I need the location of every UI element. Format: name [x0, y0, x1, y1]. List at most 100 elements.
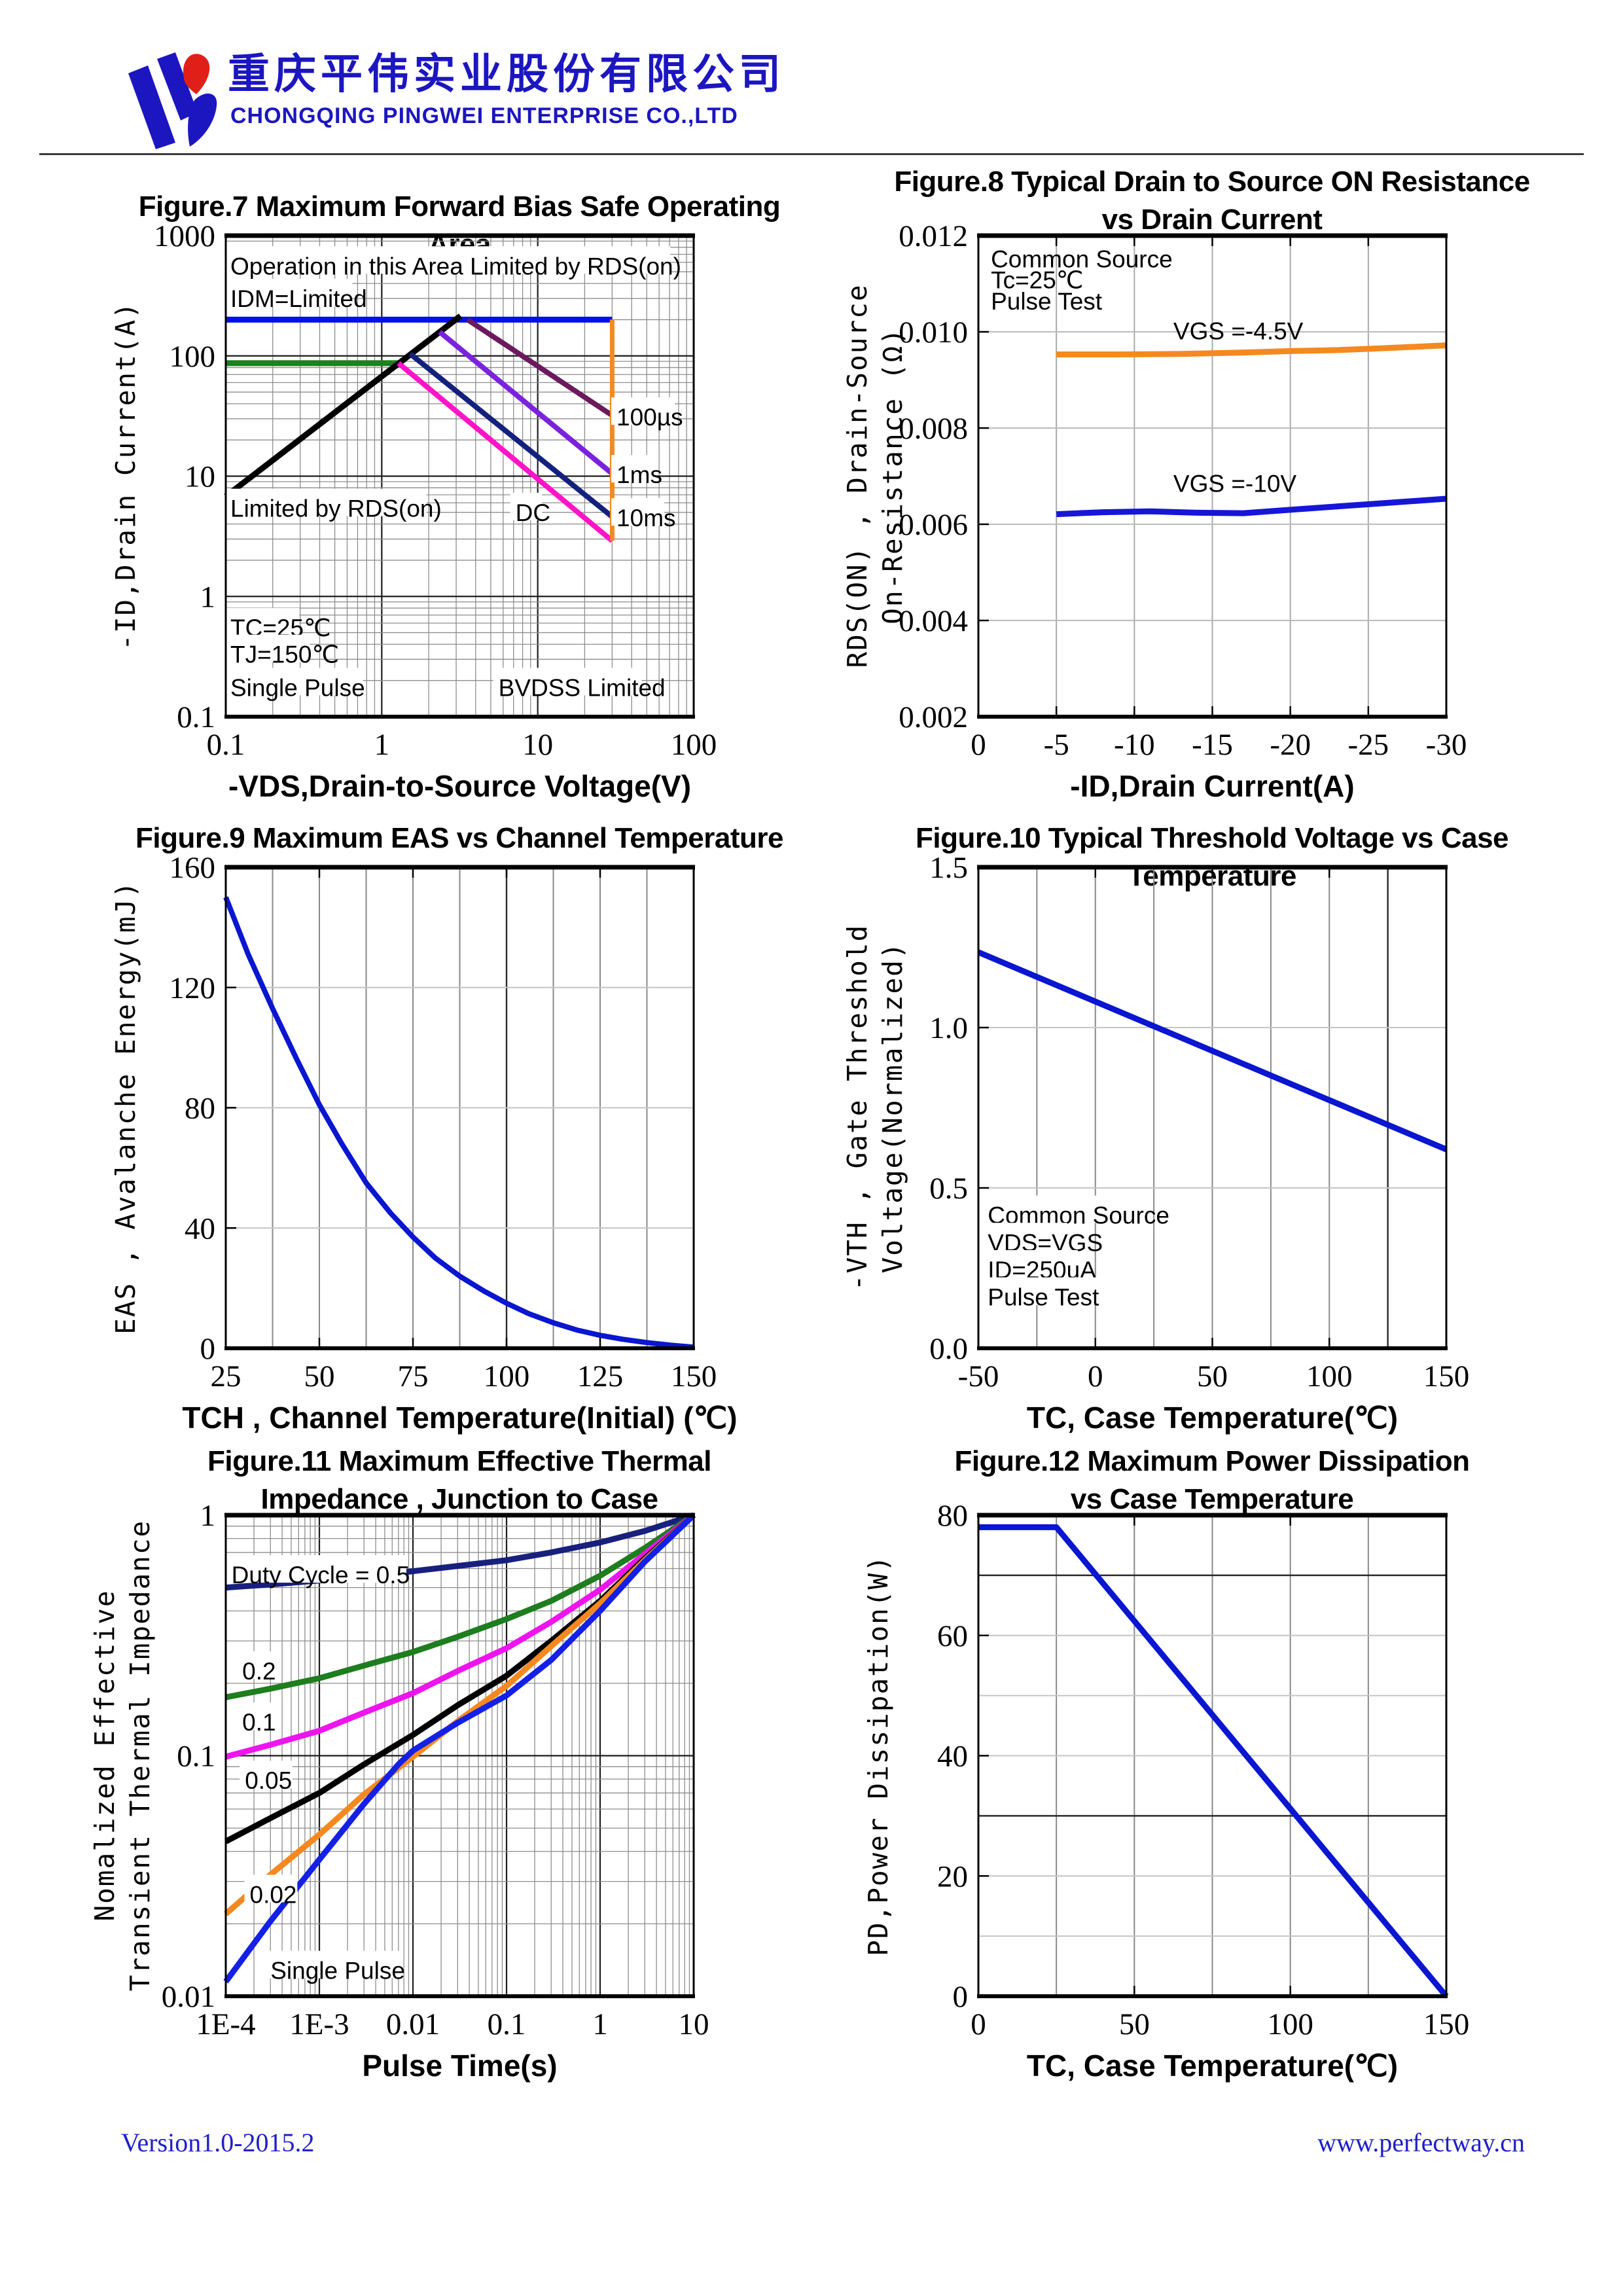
- fig11-title: Figure.11 Maximum Effective Thermal Imped…: [207, 1445, 711, 1515]
- series-duty-0p1: [224, 1513, 696, 1760]
- svg-text:40: 40: [937, 1740, 968, 1774]
- svg-text:50: 50: [1119, 2007, 1150, 2041]
- plot-annotation: DC: [516, 499, 550, 526]
- svg-text:1.0: 1.0: [929, 1011, 968, 1045]
- svg-text:Transient Thermal Impedance: Transient Thermal Impedance: [124, 1520, 156, 1991]
- svg-text:TCH , Channel Temperature(Init: TCH , Channel Temperature(Initial) (℃): [182, 1401, 737, 1435]
- svg-text:50: 50: [1197, 1359, 1228, 1393]
- fig12-gridlines: [978, 1515, 1446, 1996]
- fig11-frame: [224, 1513, 695, 1998]
- fig9-title: Figure.9 Maximum EAS vs Channel Temperat…: [135, 822, 783, 854]
- svg-text:0.1: 0.1: [488, 2007, 526, 2041]
- plot-annotation: VGS =-4.5V: [1173, 318, 1304, 345]
- series-duty-0p2: [225, 1513, 696, 1700]
- svg-text:-15: -15: [1192, 728, 1233, 762]
- svg-text:150: 150: [671, 1359, 717, 1393]
- svg-text:0.01: 0.01: [386, 2007, 440, 2041]
- figure-11-thermal-impedance-chart: Figure.11 Maximum Effective Thermal Imped…: [92, 1440, 798, 2104]
- svg-text:120: 120: [169, 971, 216, 1005]
- svg-text:125: 125: [577, 1359, 624, 1393]
- fig8-title: Figure.8 Typical Drain to Source ON Resi…: [894, 166, 1530, 236]
- svg-text:EAS , Avalanche Energy(mJ): EAS , Avalanche Energy(mJ): [110, 880, 141, 1335]
- fig10-series: [977, 949, 1448, 1153]
- fig9-axis-labels: TCH , Channel Temperature(Initial) (℃) EA…: [110, 880, 738, 1435]
- series-pd-curve: [978, 1524, 1449, 1998]
- fig9-tick-labels: 25 50 75 100 125 150 0 40 80 120 160: [169, 857, 717, 1393]
- svg-text:-25: -25: [1348, 728, 1389, 762]
- plot-annotation: Limited by RDS(on): [230, 495, 442, 522]
- plot-annotation: Tc=25℃: [991, 267, 1083, 294]
- svg-text:1: 1: [374, 728, 390, 762]
- fig9-series: [223, 896, 694, 1350]
- svg-text:On-Resistance (Ω): On-Resistance (Ω): [877, 327, 908, 624]
- svg-text:-50: -50: [958, 1359, 999, 1393]
- svg-text:100: 100: [1267, 2007, 1313, 2041]
- svg-text:50: 50: [304, 1359, 335, 1393]
- svg-text:75: 75: [398, 1359, 429, 1393]
- series-vgs-minus-10v: [1056, 495, 1447, 518]
- plot-annotation: TJ=150℃: [230, 641, 339, 668]
- fig8-frame: [977, 233, 1448, 719]
- fig10-frame: [977, 865, 1448, 1350]
- svg-text:1E-4: 1E-4: [196, 2007, 255, 2041]
- company-name-english: CHONGQING PINGWEI ENTERPRISE CO.,LTD: [230, 103, 738, 128]
- fig7-annotations: Operation in this Area Limited by RDS(on…: [225, 246, 683, 701]
- svg-text:TC, Case Temperature(℃): TC, Case Temperature(℃): [1027, 2049, 1398, 2083]
- fig12-axis-labels: TC, Case Temperature(℃) PD,Power Dissipat…: [863, 1554, 1398, 2083]
- fig10-axis-labels: TC, Case Temperature(℃) -VTH , Gate Thres…: [844, 924, 1398, 1435]
- svg-text:0.0: 0.0: [929, 1332, 968, 1366]
- plot-annotation: 0.02: [250, 1881, 297, 1908]
- svg-text:-20: -20: [1270, 728, 1311, 762]
- svg-text:-10: -10: [1114, 728, 1155, 762]
- plot-annotation: 0.1: [242, 1709, 276, 1736]
- logo-red-drop: [183, 54, 210, 94]
- svg-text:0.1: 0.1: [177, 700, 215, 734]
- fig11-axis-labels: Pulse Time(s) Nomalized Effective Transien…: [92, 1520, 558, 2083]
- svg-text:1E-3: 1E-3: [289, 2007, 349, 2041]
- svg-text:60: 60: [937, 1619, 968, 1653]
- svg-text:0.012: 0.012: [899, 226, 968, 253]
- svg-text:100: 100: [1306, 1359, 1353, 1393]
- svg-text:-ID,Drain Current(A): -ID,Drain Current(A): [110, 301, 141, 651]
- svg-text:20: 20: [937, 1859, 968, 1893]
- svg-text:80: 80: [185, 1092, 215, 1126]
- fig7-tick-labels: 0.1 1 10 100 0.1 1 10 100 1000: [154, 226, 717, 762]
- fig8-axis-labels: -ID,Drain Current(A) RDS(ON) , Drain-Sour…: [844, 283, 1355, 803]
- svg-text:25: 25: [211, 1359, 241, 1393]
- figure-10-threshold-chart: Figure.10 Typical Threshold Voltage vs C…: [844, 792, 1551, 1456]
- fig11-series: [223, 1512, 696, 1984]
- plot-annotation: 100µs: [616, 404, 683, 431]
- figure-12-power-dissipation-chart: Figure.12 Maximum Power Dissipation vs Ca…: [844, 1440, 1551, 2104]
- series-pulse-1ms: [438, 330, 614, 476]
- logo-stroke-2: [157, 52, 198, 120]
- plot-annotation: Single Pulse: [270, 1958, 405, 1984]
- svg-text:0.01: 0.01: [162, 1980, 215, 2014]
- svg-text:100: 100: [169, 340, 216, 374]
- fig12-plot: 0 50 100 150 0 20 40 60 80 TC, Case Temperature(℃…: [863, 1505, 1469, 2083]
- svg-text:0.1: 0.1: [207, 728, 245, 762]
- svg-text:0: 0: [200, 1332, 216, 1366]
- logo-stroke-1: [128, 65, 175, 149]
- svg-text:1.5: 1.5: [929, 857, 968, 885]
- series-pulse-10ms: [408, 351, 614, 519]
- fig12-tick-labels: 0 50 100 150 0 20 40 60 80: [937, 1505, 1469, 2041]
- fig12-frame: [977, 1513, 1448, 1998]
- plot-annotation: Operation in this Area Limited by RDS(on…: [230, 253, 681, 279]
- plot-annotation: 10ms: [616, 505, 675, 531]
- series-pulse-100us: [466, 317, 614, 418]
- plot-annotation: BVDSS Limited: [499, 674, 666, 701]
- plot-annotation: Pulse Test: [988, 1284, 1099, 1311]
- svg-text:10: 10: [522, 728, 553, 762]
- svg-text:RDS(ON) , Drain-Source: RDS(ON) , Drain-Source: [844, 283, 873, 668]
- fig11-annotations: Duty Cycle = 0.5 0.2 0.1 0.05 0.02 Single Pul…: [226, 1555, 410, 1984]
- plot-annotation: 0.2: [242, 1658, 276, 1685]
- svg-text:10: 10: [679, 2007, 709, 2041]
- plot-annotation: Single Pulse: [230, 674, 365, 701]
- svg-text:0.004: 0.004: [899, 604, 968, 638]
- fig12-title: Figure.12 Maximum Power Dissipation vs Ca…: [954, 1445, 1470, 1515]
- fig7-series: [224, 314, 615, 543]
- svg-text:0: 0: [953, 1980, 969, 2014]
- plot-annotation: 0.05: [245, 1767, 292, 1794]
